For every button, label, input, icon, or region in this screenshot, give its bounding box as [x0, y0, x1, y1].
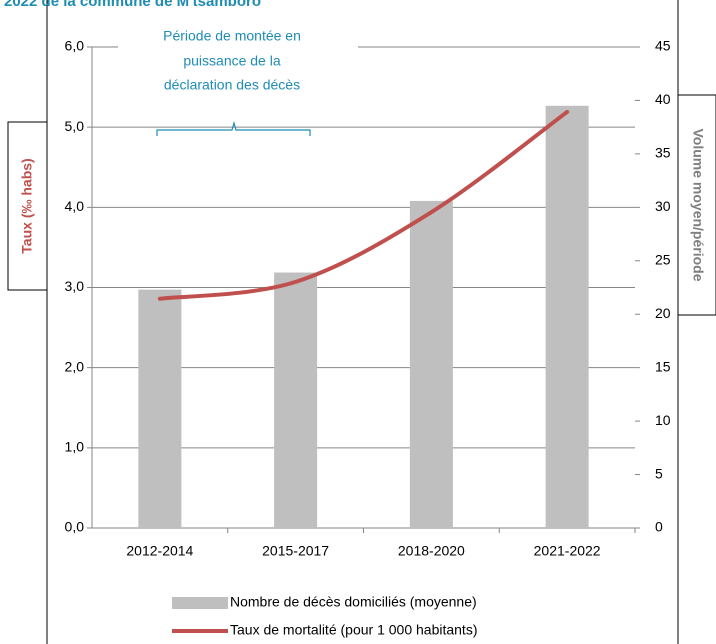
- marks: [138, 105, 589, 529]
- bar: [138, 289, 182, 528]
- legend-swatch: [172, 597, 228, 609]
- y2-tick-label: 25: [655, 251, 671, 267]
- y2-tick-label: 5: [655, 465, 663, 481]
- legend-label: Taux de mortalité (pour 1 000 habitants): [230, 622, 477, 638]
- chart-title: 2022 de la commune de M'tsamboro: [4, 0, 261, 10]
- y2-tick-label: 35: [655, 145, 671, 161]
- x-tick-label: 2012-2014: [126, 543, 193, 559]
- bar: [545, 105, 589, 529]
- y-tick-label: 2,0: [65, 358, 85, 374]
- y2-tick-label: 0: [655, 519, 663, 535]
- y-tick-label: 0,0: [65, 519, 85, 535]
- y2-tick-label: 30: [655, 198, 671, 214]
- bar: [409, 200, 453, 529]
- x-tick-label: 2021-2022: [534, 543, 601, 559]
- y2-axis-label: Volume moyen/période: [690, 129, 706, 282]
- y2-tick-label: 40: [655, 91, 671, 107]
- annotation-line: déclaration des décès: [164, 77, 300, 93]
- annotation-box: [118, 22, 358, 102]
- y-axis-label: Taux (‰ habs): [19, 158, 35, 253]
- legend-label: Nombre de décès domiciliés (moyenne): [230, 594, 477, 610]
- x-tick-label: 2018-2020: [398, 543, 465, 559]
- y2-tick-label: 20: [655, 305, 671, 321]
- y-tick-label: 3,0: [65, 278, 85, 294]
- y2-tick-label: 15: [655, 358, 671, 374]
- y2-tick-label: 45: [655, 38, 671, 54]
- y2-tick-label: 10: [655, 412, 671, 428]
- y-tick-label: 1,0: [65, 439, 85, 455]
- y-tick-label: 4,0: [65, 198, 85, 214]
- line: [157, 109, 570, 301]
- y-tick-label: 6,0: [65, 38, 85, 54]
- x-tick-label: 2015-2017: [262, 543, 329, 559]
- y-label-box: [7, 121, 48, 291]
- bar: [274, 272, 318, 528]
- y2-label-box: [677, 94, 716, 316]
- y-tick-label: 5,0: [65, 118, 85, 134]
- annotation-brace: [156, 120, 311, 136]
- annotation-line: puissance de la: [183, 53, 281, 69]
- annotation-line: Période de montée en: [163, 28, 301, 44]
